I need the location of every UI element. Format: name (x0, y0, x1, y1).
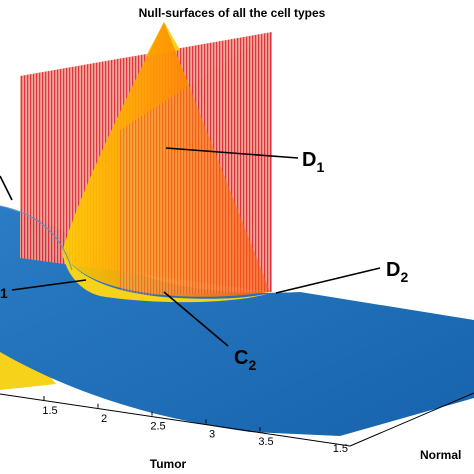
annotation-d2: D2 (386, 259, 408, 285)
tumor-axis-tick-label: 1.5 (42, 405, 57, 417)
annotation-c2: C2 (234, 347, 256, 373)
normal-axis-ticks: 1.5 (333, 443, 348, 455)
annotation-left: 1 (0, 285, 8, 301)
c2-cone-rim (62, 252, 270, 303)
normal-axis-tick-label: 1.5 (333, 443, 348, 455)
d2-leader-line (275, 267, 381, 294)
chart-title: Null-surfaces of all the cell types (139, 6, 326, 20)
tumor-axis-tick-label: 3 (209, 428, 215, 440)
tumor-axis-ticks: 1.5 2 2.5 3 3.5 (42, 396, 274, 448)
top-left-leader-line (0, 175, 13, 201)
tumor-axis-label: Tumor (150, 457, 187, 471)
d1-leader-line (165, 147, 299, 159)
tumor-axis-tick-label: 3.5 (258, 436, 273, 448)
d1-hatched-plane-front (120, 32, 272, 296)
tumor-axis-line (0, 393, 351, 447)
annotation-d1: D1 (302, 149, 324, 175)
normal-axis-line (349, 392, 474, 447)
left-leader-line (11, 279, 87, 291)
tumor-axis-tick-label: 2.5 (150, 421, 165, 433)
c2-leader-line (163, 291, 229, 347)
tumor-axis-tick-label: 2 (101, 413, 107, 425)
normal-axis-label: Normal (420, 448, 461, 462)
d2-left-edge (0, 205, 73, 271)
